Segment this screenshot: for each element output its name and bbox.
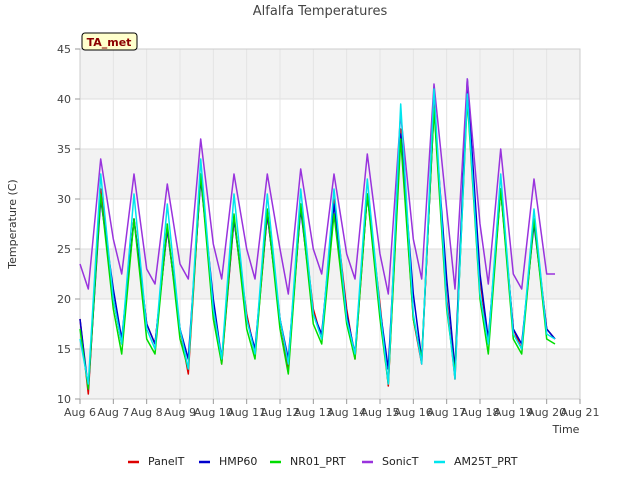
ta-met-annotation: TA_met — [81, 32, 138, 51]
x-axis-label: Time — [552, 423, 580, 436]
y-tick-label: 35 — [57, 143, 71, 156]
legend-label: NR01_PRT — [290, 455, 346, 468]
y-axis-ticks: 10 15 20 25 30 35 40 45 — [57, 43, 80, 406]
x-tick-label: Aug 17 — [427, 406, 466, 419]
x-tick-label: Aug 7 — [97, 406, 129, 419]
chart-title: Alfalfa Temperatures — [253, 4, 388, 19]
x-tick-label: Aug 14 — [327, 406, 366, 419]
y-tick-label: 30 — [57, 193, 71, 206]
y-tick-label: 15 — [57, 343, 71, 356]
legend-label: HMP60 — [219, 455, 257, 468]
series-lines — [79, 78, 556, 395]
x-tick-label: Aug 18 — [461, 406, 500, 419]
series-line-am25t-prt — [79, 88, 556, 385]
y-tick-label: 45 — [57, 43, 71, 56]
grid-band — [80, 99, 580, 149]
x-tick-label: Aug 15 — [361, 406, 400, 419]
grid-band — [80, 349, 580, 399]
x-tick-label: Aug 16 — [394, 406, 433, 419]
series-line-sonict — [79, 78, 555, 295]
grid-band — [80, 49, 580, 99]
legend-label: SonicT — [382, 455, 419, 468]
x-tick-label: Aug 8 — [131, 406, 163, 419]
y-axis-label: Temperature (C) — [6, 179, 19, 269]
x-tick-label: Aug 12 — [261, 406, 300, 419]
x-tick-label: Aug 6 — [64, 406, 96, 419]
x-tick-label: Aug 21 — [561, 406, 600, 419]
x-tick-label: Aug 10 — [194, 406, 233, 419]
x-tick-label: Aug 20 — [527, 406, 566, 419]
y-tick-label: 40 — [57, 93, 71, 106]
plot-frame — [79, 48, 581, 400]
x-tick-label: Aug 11 — [227, 406, 266, 419]
legend-label: AM25T_PRT — [454, 455, 518, 468]
annotation-box — [81, 32, 138, 51]
x-tick-label: Aug 19 — [494, 406, 533, 419]
annotation-label: TA_met — [87, 36, 132, 49]
x-tick-label: Aug 13 — [294, 406, 333, 419]
grid-band — [80, 299, 580, 349]
y-tick-label: 10 — [57, 393, 71, 406]
y-tick-label: 20 — [57, 293, 71, 306]
legend: PanelT HMP60 NR01_PRT SonicT AM25T_PRT — [128, 455, 518, 468]
y-tick-label: 25 — [57, 243, 71, 256]
legend-label: PanelT — [148, 455, 185, 468]
x-tick-label: Aug 9 — [164, 406, 196, 419]
